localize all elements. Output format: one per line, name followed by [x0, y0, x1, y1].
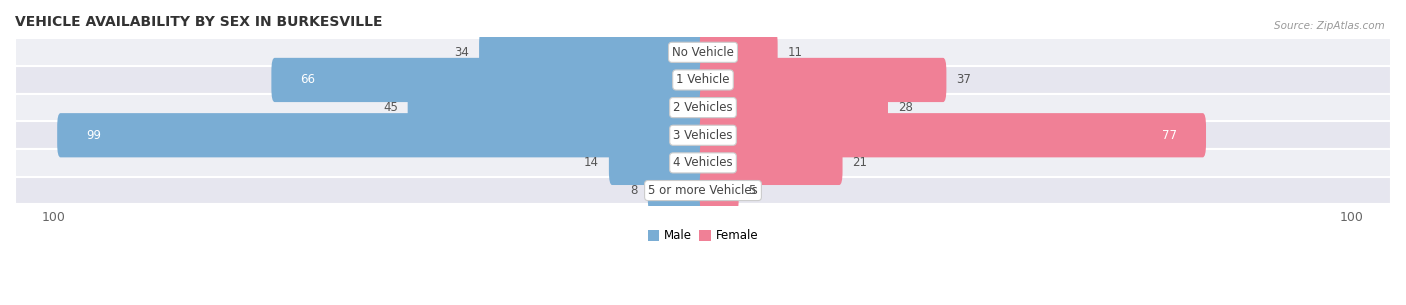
Bar [15, 149, 1391, 177]
Text: 66: 66 [301, 74, 315, 86]
Text: 5: 5 [748, 184, 756, 197]
Bar [15, 38, 1391, 66]
Text: 34: 34 [454, 46, 470, 59]
Legend: Male, Female: Male, Female [643, 224, 763, 247]
Bar [15, 177, 1391, 204]
Text: 37: 37 [956, 74, 972, 86]
FancyBboxPatch shape [700, 58, 946, 102]
Text: VEHICLE AVAILABILITY BY SEX IN BURKESVILLE: VEHICLE AVAILABILITY BY SEX IN BURKESVIL… [15, 15, 382, 29]
Text: 99: 99 [86, 129, 101, 142]
FancyBboxPatch shape [700, 85, 889, 130]
Text: 14: 14 [583, 156, 599, 169]
FancyBboxPatch shape [700, 168, 738, 213]
Text: No Vehicle: No Vehicle [672, 46, 734, 59]
Text: 4 Vehicles: 4 Vehicles [673, 156, 733, 169]
FancyBboxPatch shape [700, 113, 1206, 157]
FancyBboxPatch shape [648, 168, 706, 213]
FancyBboxPatch shape [58, 113, 706, 157]
Text: 28: 28 [897, 101, 912, 114]
Text: 3 Vehicles: 3 Vehicles [673, 129, 733, 142]
Text: 45: 45 [382, 101, 398, 114]
Text: 5 or more Vehicles: 5 or more Vehicles [648, 184, 758, 197]
FancyBboxPatch shape [408, 85, 706, 130]
Text: 1 Vehicle: 1 Vehicle [676, 74, 730, 86]
Bar [15, 94, 1391, 121]
Bar [15, 66, 1391, 94]
Text: 2 Vehicles: 2 Vehicles [673, 101, 733, 114]
FancyBboxPatch shape [479, 30, 706, 74]
FancyBboxPatch shape [271, 58, 706, 102]
Text: Source: ZipAtlas.com: Source: ZipAtlas.com [1274, 21, 1385, 31]
FancyBboxPatch shape [700, 30, 778, 74]
Text: 21: 21 [852, 156, 868, 169]
Text: 8: 8 [631, 184, 638, 197]
Text: 77: 77 [1161, 129, 1177, 142]
Text: 11: 11 [787, 46, 803, 59]
FancyBboxPatch shape [609, 141, 706, 185]
Bar [15, 121, 1391, 149]
FancyBboxPatch shape [700, 141, 842, 185]
